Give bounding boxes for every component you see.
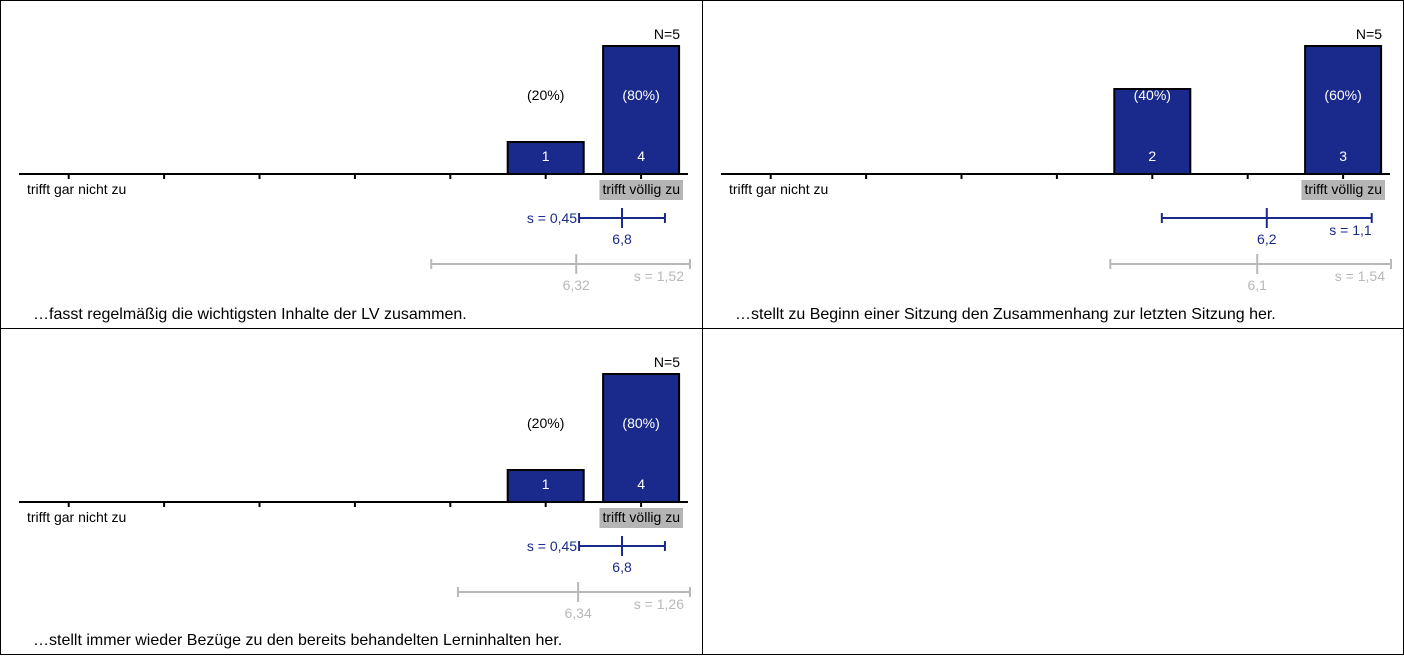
bar-percent-label: (40%) — [1134, 87, 1171, 103]
item-caption: …stellt zu Beginn einer Sitzung den Zusa… — [735, 306, 1276, 323]
chart-panel: 2 (40%) 3 (60%) N=5 trifft gar nicht zu trifft… — [702, 0, 1404, 329]
scale-right-label-bg — [599, 508, 683, 528]
own-mean-label: 6,8 — [612, 559, 632, 575]
chart-svg: 1 (20%) 4 (80%) N=5 trifft gar nicht zu trifft… — [19, 354, 691, 621]
n-label: N=5 — [654, 26, 680, 42]
scale-right-label: trifft völlig zu — [602, 181, 680, 197]
bar-count-label: 1 — [542, 148, 550, 164]
bar-count-label: 2 — [1148, 148, 1156, 164]
ref-sd-label: s = 1,52 — [634, 268, 684, 284]
bar-percent-label: (20%) — [527, 87, 564, 103]
bar-count-label: 4 — [637, 148, 645, 164]
scale-left-label: trifft gar nicht zu — [27, 181, 126, 197]
bar-count-label: 1 — [542, 476, 550, 492]
ref-sd-label: s = 1,54 — [1335, 268, 1385, 284]
own-mean-label: 6,8 — [612, 231, 632, 247]
scale-right-label: trifft völlig zu — [1304, 181, 1382, 197]
scale-right-label: trifft völlig zu — [602, 509, 680, 525]
chart-svg: 2 (40%) 3 (60%) N=5 trifft gar nicht zu trifft… — [721, 26, 1392, 293]
n-label: N=5 — [1356, 26, 1382, 42]
scale-left-label: trifft gar nicht zu — [729, 181, 828, 197]
ref-sd-label: s = 1,26 — [634, 596, 684, 612]
chart-panel: 1 (20%) 4 (80%) N=5 trifft gar nicht zu trifft… — [0, 328, 703, 655]
bar-percent-label: (20%) — [527, 415, 564, 431]
ref-mean-label: 6,1 — [1248, 277, 1268, 293]
bar — [602, 373, 681, 503]
scale-right-label-bg — [1301, 180, 1385, 200]
chart-panel: 1 (20%) 4 (80%) N=5 trifft gar nicht zu trifft… — [0, 0, 703, 329]
own-sd-label: s = 0,45 — [527, 538, 577, 554]
own-sd-label: s = 1,1 — [1329, 222, 1372, 238]
scale-left-label: trifft gar nicht zu — [27, 509, 126, 525]
bar — [602, 45, 681, 175]
bar — [1304, 45, 1383, 175]
bar-percent-label: (80%) — [622, 415, 659, 431]
own-mean-label: 6,2 — [1257, 231, 1277, 247]
bar — [506, 469, 585, 503]
chart-svg: 1 (20%) 4 (80%) N=5 trifft gar nicht zu trifft… — [19, 26, 691, 293]
own-sd-label: s = 0,45 — [527, 210, 577, 226]
n-label: N=5 — [654, 354, 680, 370]
bar-percent-label: (80%) — [622, 87, 659, 103]
ref-mean-label: 6,32 — [563, 277, 590, 293]
item-caption: …stellt immer wieder Bezüge zu den berei… — [33, 632, 563, 649]
bar-count-label: 4 — [637, 476, 645, 492]
empty-panel — [702, 328, 1404, 655]
bar-count-label: 3 — [1339, 148, 1347, 164]
item-caption: …fasst regelmäßig die wichtigsten Inhalt… — [33, 306, 467, 323]
scale-right-label-bg — [599, 180, 683, 200]
ref-mean-label: 6,34 — [565, 605, 592, 621]
bar-percent-label: (60%) — [1324, 87, 1361, 103]
